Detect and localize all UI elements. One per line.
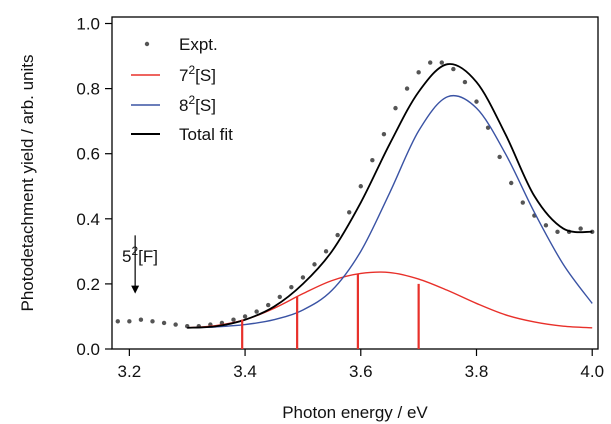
expt-point — [416, 70, 421, 75]
y-tick-label: 0.2 — [76, 275, 100, 294]
expt-point — [474, 99, 479, 104]
plot-frame — [111, 16, 599, 350]
expt-point — [173, 322, 178, 327]
expt-point — [520, 200, 525, 205]
expt-point — [266, 302, 271, 308]
expt-point — [289, 284, 294, 290]
series-8s-curve — [187, 94, 593, 329]
legend-marker-expt — [144, 41, 150, 47]
x-tick-label: 3.4 — [233, 362, 257, 381]
expt-point — [277, 294, 282, 300]
expt-point — [509, 180, 514, 186]
expt-point — [578, 226, 583, 231]
y-tick-label: 0.0 — [76, 340, 100, 359]
expt-point — [254, 309, 259, 314]
total-fit-curve — [187, 63, 593, 329]
expt-point — [404, 86, 410, 91]
legend-label-7s: 72[S] — [179, 63, 216, 85]
expt-point — [347, 210, 352, 215]
expt-point — [231, 317, 236, 322]
expt-point — [590, 229, 595, 235]
expt-point — [543, 223, 549, 228]
annotation-5f: 52[F] — [122, 235, 158, 294]
data-layer — [115, 60, 595, 349]
expt-point — [127, 319, 132, 324]
expt-point — [312, 262, 317, 267]
expt-point — [428, 60, 433, 65]
x-tick-label: 4.0 — [580, 362, 604, 381]
annotation-label: 52[F] — [122, 244, 158, 266]
legend-label-total-fit: Total fit — [179, 125, 233, 144]
expt-point — [323, 249, 329, 254]
x-tick-label: 3.8 — [465, 362, 489, 381]
legend-label-8s: 82[S] — [179, 93, 216, 115]
expt-point — [150, 319, 155, 324]
legend: Expt. 72[S] 82[S] Total fit — [131, 35, 233, 144]
expt-point — [497, 154, 502, 160]
expt-point — [300, 275, 306, 280]
expt-point — [115, 319, 120, 324]
expt-point — [555, 229, 560, 235]
expt-point — [462, 79, 468, 85]
y-tick-label: 0.4 — [76, 210, 100, 229]
expt-point — [393, 105, 398, 111]
expt-point — [138, 317, 144, 322]
axis-layer: 3.2 3.4 3.6 3.8 4.0 0.0 0.2 0.4 0.6 0.8 1.0 — [76, 15, 604, 381]
expt-point — [439, 60, 444, 65]
x-tick-label: 3.6 — [349, 362, 373, 381]
y-tick-label: 1.0 — [76, 15, 100, 34]
expt-point — [242, 314, 248, 319]
y-tick-label: 0.6 — [76, 145, 100, 164]
expt-point — [161, 320, 167, 326]
legend-label-expt: Expt. — [179, 35, 218, 54]
expt-point — [451, 66, 456, 72]
x-tick-label: 3.2 — [118, 362, 142, 381]
annotation-arrow-head — [131, 285, 140, 294]
y-axis-title: Photodetachment yield / arb. units — [18, 54, 37, 311]
y-tick-label: 0.8 — [76, 80, 100, 99]
expt-point — [370, 158, 375, 163]
expt-point — [358, 184, 363, 189]
x-axis-title: Photon energy / eV — [282, 403, 428, 422]
expt-point — [381, 131, 387, 137]
expt-point — [335, 232, 340, 238]
